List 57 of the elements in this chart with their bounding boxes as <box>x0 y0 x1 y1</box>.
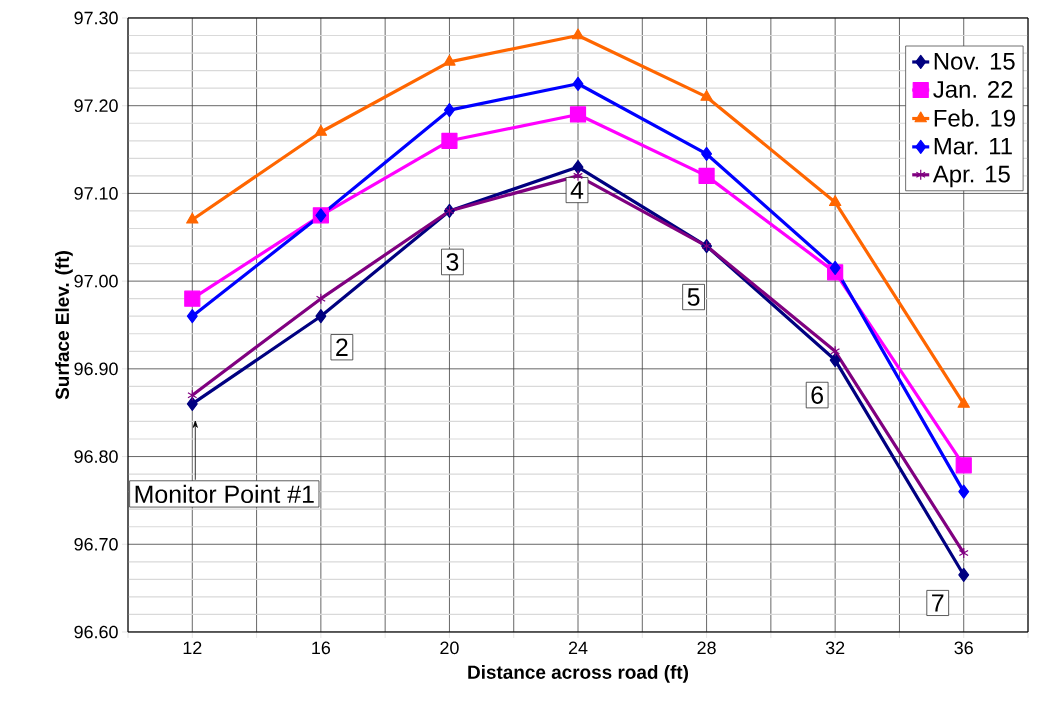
point <box>571 28 585 40</box>
x-tick-label: 28 <box>697 641 716 655</box>
y-axis-title: Surface Elev. (ft) <box>55 251 73 400</box>
x-tick-label: 16 <box>312 641 331 655</box>
point <box>186 212 199 224</box>
legend-label: Apr. 15 <box>932 165 1010 188</box>
annotation: 7 <box>932 594 944 612</box>
point <box>187 389 198 401</box>
y-tick-label: 97.00 <box>74 274 118 288</box>
point <box>315 309 327 324</box>
point <box>700 89 713 101</box>
point <box>443 54 456 66</box>
x-axis-title: Distance across road (ft) <box>468 665 689 683</box>
legend-label: Nov. 15 <box>934 53 1015 70</box>
point <box>828 195 842 207</box>
point <box>958 567 970 583</box>
point <box>829 260 841 276</box>
x-tick-label: 24 <box>568 641 588 655</box>
y-tick-label: 97.20 <box>74 99 118 113</box>
legend-label: Feb. 19 <box>934 109 1015 127</box>
point <box>315 293 326 305</box>
point <box>443 102 455 118</box>
y-tick-label: 96.60 <box>74 625 118 639</box>
point <box>314 124 328 136</box>
point <box>701 146 713 162</box>
point <box>958 484 970 499</box>
x-tick-label: 32 <box>825 641 845 655</box>
y-tick-label: 97.30 <box>74 11 118 25</box>
y-tick-label: 96.80 <box>74 450 118 463</box>
annotation: 6 <box>811 386 823 404</box>
y-tick-label: 96.90 <box>74 362 118 376</box>
point <box>569 106 587 123</box>
point <box>830 345 841 357</box>
y-tick-label: 97.10 <box>74 187 118 200</box>
legend-label: Mar. 11 <box>934 137 1012 155</box>
annotation: 4 <box>570 181 584 199</box>
point <box>957 396 970 408</box>
point <box>572 160 584 175</box>
legend-label: Jan. 22 <box>933 80 1013 98</box>
annotation: 5 <box>687 288 700 306</box>
point <box>572 76 584 91</box>
point <box>573 170 583 182</box>
x-tick-label: 12 <box>183 641 202 655</box>
point <box>186 396 198 412</box>
point <box>958 547 969 559</box>
annotation: Monitor Point #1 <box>135 484 314 504</box>
point <box>955 457 972 474</box>
point <box>829 352 841 368</box>
x-tick-label: 36 <box>954 641 973 655</box>
annotation: 3 <box>446 253 459 271</box>
annotation: 2 <box>336 338 348 356</box>
y-tick-label: 96.70 <box>74 537 118 551</box>
point <box>184 290 201 307</box>
x-tick-label: 20 <box>440 641 459 655</box>
point <box>441 132 458 149</box>
point <box>698 167 715 184</box>
point <box>186 309 198 324</box>
